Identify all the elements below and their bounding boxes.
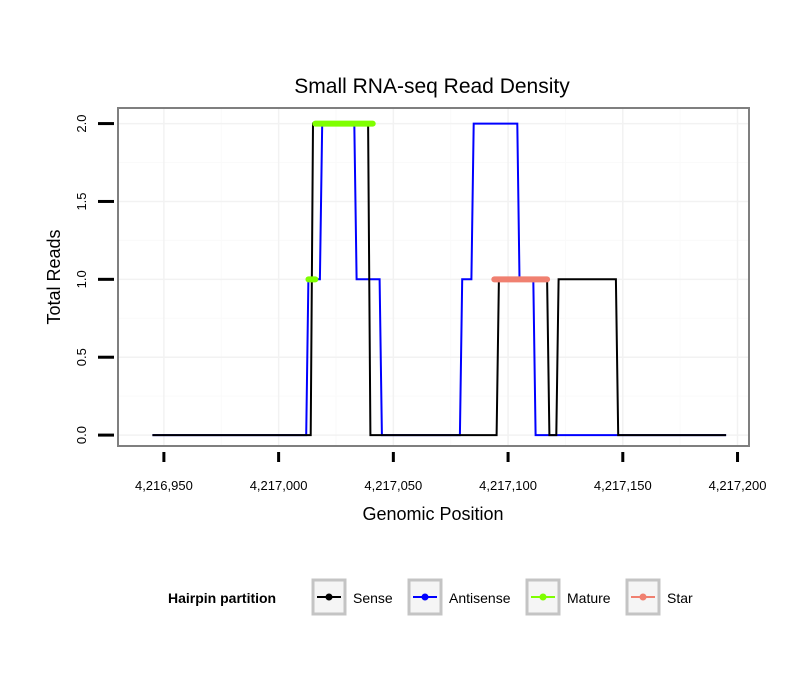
legend-key-dot xyxy=(421,593,429,601)
legend-key-star xyxy=(625,578,661,616)
y-axis: 0.0 0.5 1.0 1.5 2.0 xyxy=(74,115,114,444)
y-axis-title: Total Reads xyxy=(44,229,64,324)
legend-title: Hairpin partition xyxy=(168,590,276,606)
legend-key-sense xyxy=(311,578,347,616)
legend-key-mature xyxy=(525,578,561,616)
partition-layer xyxy=(305,120,551,283)
y-tick-label: 0.0 xyxy=(74,426,89,444)
legend-key-dot xyxy=(639,593,647,601)
legend-label-star: Star xyxy=(667,590,693,606)
y-tick-label: 0.5 xyxy=(74,348,89,366)
x-tick-label: 4,217,100 xyxy=(479,478,537,493)
y-tick-label: 2.0 xyxy=(74,115,89,133)
legend-label-mature: Mature xyxy=(567,590,611,606)
x-tick-label: 4,217,050 xyxy=(364,478,422,493)
x-tick-label: 4,216,950 xyxy=(135,478,193,493)
plot-background xyxy=(118,108,749,446)
x-axis-title: Genomic Position xyxy=(362,504,503,524)
plot-border xyxy=(117,107,750,447)
x-tick-label: 4,217,150 xyxy=(594,478,652,493)
legend-label-antisense: Antisense xyxy=(449,590,511,606)
legend-key-dot xyxy=(325,593,333,601)
x-tick-label: 4,217,000 xyxy=(250,478,308,493)
legend-entries: Sense Antisense Mature Star xyxy=(311,578,693,616)
y-tick-label: 1.0 xyxy=(74,270,89,288)
legend-label-sense: Sense xyxy=(353,590,393,606)
x-tick-label: 4,217,200 xyxy=(709,478,767,493)
legend: Hairpin partition Sense Antisense Mature St… xyxy=(168,578,693,616)
grid-minor xyxy=(118,108,749,446)
x-axis: 4,216,950 4,217,000 4,217,050 4,217,100 4,21… xyxy=(135,452,766,493)
legend-key-dot xyxy=(539,593,547,601)
chart-title: Small RNA-seq Read Density xyxy=(294,75,570,98)
legend-key-antisense xyxy=(407,578,443,616)
y-tick-label: 1.5 xyxy=(74,192,89,210)
